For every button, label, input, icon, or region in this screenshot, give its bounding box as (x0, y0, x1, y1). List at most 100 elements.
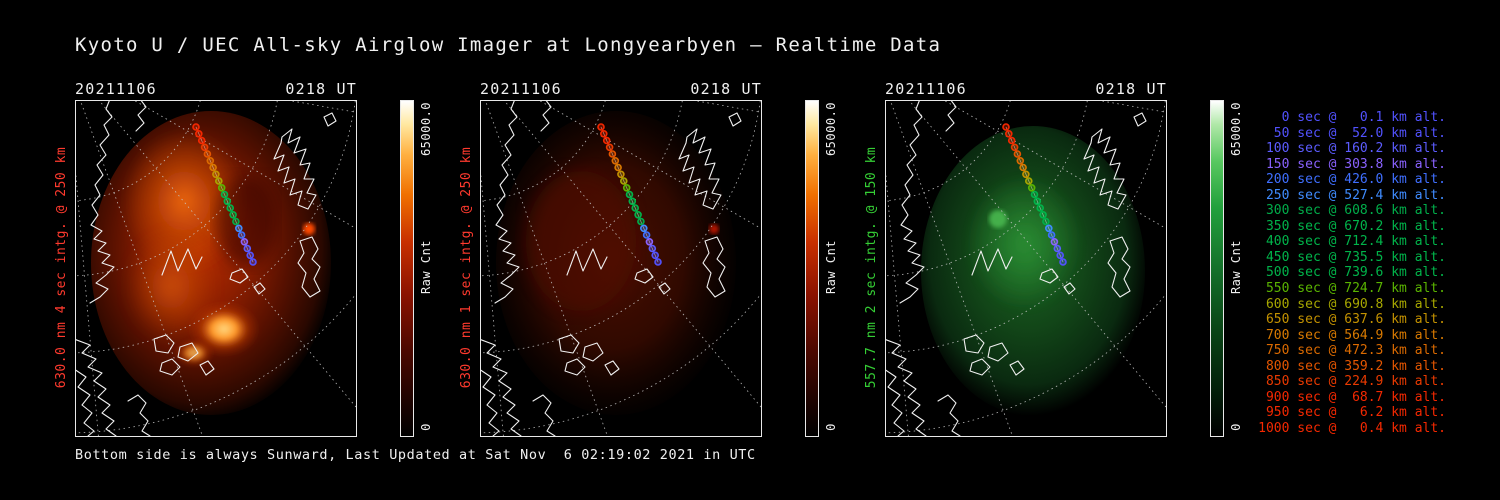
trajectory-dot (237, 231, 246, 239)
legend-row: 250 sec @ 527.4 km alt. (1258, 187, 1446, 203)
trajectory-dot (235, 224, 243, 233)
panel-1-header: 20211106 0218 UT (75, 80, 357, 98)
legend-row: 350 sec @ 670.2 km alt. (1258, 218, 1446, 234)
trajectory-dot (195, 129, 203, 138)
colorbar-max-value: 65000.0 (1229, 101, 1243, 157)
trajectory-dot (631, 204, 639, 212)
trajectory-dot (1007, 136, 1016, 145)
allsky-panel-630nm-4sec (75, 100, 357, 437)
trajectory-dot (1042, 217, 1050, 226)
panel-wavelength-label: 630.0 nm 4 sec intg. @ 250 km (54, 146, 69, 389)
panel-wavelength-label: 630.0 nm 1 sec intg. @ 250 km (459, 146, 474, 389)
trajectory-dot (611, 156, 620, 165)
legend-row: 300 sec @ 608.6 km alt. (1258, 203, 1446, 219)
legend-row: 400 sec @ 712.4 km alt. (1258, 234, 1446, 250)
colorbar-max-value: 65000.0 (419, 101, 433, 157)
legend-row: 1000 sec @ 0.4 km alt. (1258, 420, 1446, 436)
legend-row: 450 sec @ 735.5 km alt. (1258, 249, 1446, 265)
legend-row: 150 sec @ 303.8 km alt. (1258, 156, 1446, 172)
trajectory-dot (1013, 150, 1022, 158)
airglow-image (496, 111, 736, 415)
legend-row: 550 sec @ 724.7 km alt. (1258, 281, 1446, 297)
trajectory-dot (1010, 143, 1019, 152)
trajectory-dots (1002, 123, 1067, 266)
panel-3-header: 20211106 0218 UT (885, 80, 1167, 98)
trajectory-dot (634, 211, 642, 219)
trajectory-dot (192, 123, 200, 131)
trajectory-dot (1039, 211, 1047, 219)
trajectory-dot (1002, 123, 1010, 131)
colorbar-title: Raw Cnt (824, 239, 838, 295)
colorbar-min-value: 0 (419, 423, 433, 431)
trajectory-dot (597, 123, 605, 131)
trajectory-dot (217, 184, 226, 192)
colorbar-title: Raw Cnt (419, 239, 433, 295)
legend-row: 850 sec @ 224.9 km alt. (1258, 374, 1446, 390)
airglow-image (921, 126, 1145, 416)
trajectory-dot (622, 184, 631, 192)
panel-wavelength-label: 557.7 nm 2 sec intg. @ 150 km (864, 146, 879, 389)
trajectory-dot (215, 177, 223, 185)
airglow-image (91, 111, 331, 415)
trajectory-dot (608, 150, 617, 158)
trajectory-dot (648, 244, 657, 253)
legend-row: 50 sec @ 52.0 km alt. (1258, 125, 1446, 141)
colorbar-min-value: 0 (824, 423, 838, 431)
trajectory-dot (1056, 251, 1064, 260)
panel-2-header: 20211106 0218 UT (480, 80, 762, 98)
legend-row: 200 sec @ 426.0 km alt. (1258, 172, 1446, 188)
trajectory-dot (1022, 170, 1030, 179)
trajectory-legend: 0 sec @ 0.1 km alt. 50 sec @ 52.0 km alt… (1250, 110, 1446, 436)
trajectory-dot (220, 190, 229, 199)
trajectory-dot (1027, 184, 1036, 192)
legend-row: 600 sec @ 690.8 km alt. (1258, 296, 1446, 312)
trajectory-dot (203, 150, 212, 158)
panel-date: 20211106 (480, 80, 562, 98)
legend-row: 700 sec @ 564.9 km alt. (1258, 327, 1446, 343)
trajectory-dot (243, 244, 252, 253)
trajectory-dot (1033, 197, 1042, 206)
trajectory-dot (226, 204, 234, 212)
colorbar-title: Raw Cnt (1229, 239, 1243, 295)
status-line: Bottom side is always Sunward, Last Upda… (75, 447, 756, 463)
legend-row: 650 sec @ 637.6 km alt. (1258, 312, 1446, 328)
trajectory-dot (206, 156, 215, 165)
trajectory-dot (600, 129, 608, 138)
trajectory-dot (1050, 238, 1059, 246)
legend-row: 800 sec @ 359.2 km alt. (1258, 358, 1446, 374)
panel-time-ut: 0218 UT (1095, 80, 1167, 98)
trajectory-dot (246, 251, 254, 260)
trajectory-dot (628, 197, 637, 206)
trajectory-dot (1019, 163, 1027, 172)
colorbar-panel-1 (400, 100, 414, 437)
panel-date: 20211106 (885, 80, 967, 98)
trajectory-dot (197, 136, 206, 145)
colorbar-gradient (401, 101, 413, 436)
panel-date: 20211106 (75, 80, 157, 98)
trajectory-dot (1036, 204, 1044, 212)
trajectory-dot (637, 217, 645, 226)
trajectory-dot (209, 163, 217, 172)
legend-row: 500 sec @ 739.6 km alt. (1258, 265, 1446, 281)
colorbar-panel-3 (1210, 100, 1224, 437)
trajectory-dot (212, 170, 220, 179)
legend-row: 750 sec @ 472.3 km alt. (1258, 343, 1446, 359)
trajectory-dot (1053, 244, 1062, 253)
trajectory-dot (1030, 190, 1039, 199)
trajectory-dot (642, 231, 651, 239)
trajectory-dot (654, 258, 662, 266)
trajectory-dot (614, 163, 622, 172)
trajectory-dot (651, 251, 659, 260)
trajectory-dot (240, 238, 249, 246)
trajectory-dot (200, 143, 209, 152)
trajectory-dot (640, 224, 648, 233)
legend-row: 100 sec @ 160.2 km alt. (1258, 141, 1446, 157)
trajectory-dot (229, 211, 237, 219)
legend-row: 0 sec @ 0.1 km alt. (1258, 110, 1446, 125)
allsky-panel-557nm-2sec (885, 100, 1167, 437)
trajectory-dot (605, 143, 614, 152)
legend-row: 900 sec @ 68.7 km alt. (1258, 389, 1446, 405)
trajectory-dot (620, 177, 628, 185)
colorbar-max-value: 65000.0 (824, 101, 838, 157)
